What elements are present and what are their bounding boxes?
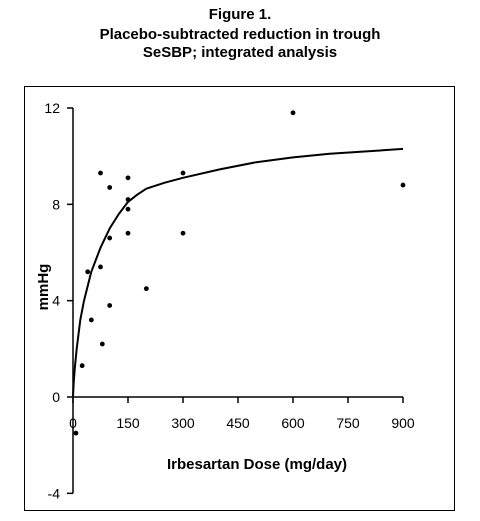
data-point <box>400 182 406 188</box>
fit-curve <box>72 147 404 398</box>
data-point <box>107 235 113 241</box>
data-point <box>107 303 113 308</box>
data-point <box>125 206 131 212</box>
data-point <box>73 430 79 436</box>
x-tick-label: 600 <box>281 415 305 431</box>
figure-number: Figure 1. <box>208 6 272 23</box>
data-point <box>125 175 131 181</box>
y-tick-label: -4 <box>48 485 61 501</box>
x-tick-label: 150 <box>116 415 140 431</box>
chart-title-line-2: SeSBP; integrated analysis <box>142 44 338 61</box>
x-axis-label: Irbesartan Dose (mg/day) <box>167 456 347 473</box>
x-tick-label: 0 <box>69 415 77 431</box>
x-tick-label: 450 <box>226 415 250 431</box>
data-point <box>125 197 131 202</box>
y-tick-label: 4 <box>52 293 60 309</box>
data-point <box>98 264 103 270</box>
chart-frame <box>24 86 455 511</box>
data-point <box>79 363 85 369</box>
y-axis-label: mmHg <box>35 264 52 311</box>
y-tick-label: 8 <box>52 196 60 212</box>
data-point <box>143 286 149 292</box>
data-point <box>290 110 296 116</box>
data-point <box>180 230 186 236</box>
data-point <box>88 317 94 323</box>
data-point <box>98 170 103 176</box>
x-tick-label: 900 <box>391 415 415 431</box>
data-point <box>99 341 105 347</box>
data-point <box>85 269 91 275</box>
chart-title-line-1: Placebo-subtracted reduction in trough <box>99 26 381 43</box>
x-tick-label: 750 <box>336 415 360 431</box>
data-point <box>107 185 113 190</box>
x-tick-label: 300 <box>171 415 195 431</box>
data-point <box>180 170 186 176</box>
y-tick-label: 0 <box>52 389 60 405</box>
y-tick-label: 12 <box>44 100 60 116</box>
data-point <box>125 230 131 236</box>
